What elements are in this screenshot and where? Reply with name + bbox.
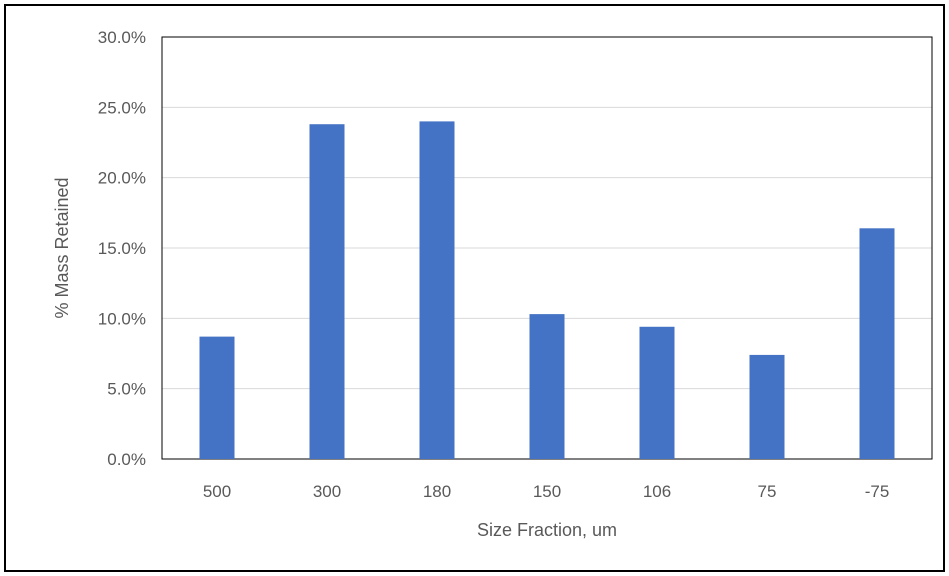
y-axis-ticks: 0.0% 5.0% 10.0% 15.0% 20.0% 25.0% 30.0%: [98, 28, 146, 469]
bar--75: [859, 228, 895, 459]
bar-300: [309, 124, 345, 460]
y-tick-label: 20.0%: [98, 169, 146, 188]
chart-frame: [4, 4, 945, 572]
x-axis-ticks: 500 300 180 150 106 75 -75: [203, 482, 889, 501]
x-tick-label: 180: [423, 482, 451, 501]
bars: [199, 121, 895, 460]
y-tick-label: 30.0%: [98, 28, 146, 47]
bar-75: [749, 354, 785, 459]
y-axis-title: % Mass Retained: [52, 177, 72, 318]
x-tick-label: 500: [203, 482, 231, 501]
y-tick-label: 0.0%: [107, 450, 146, 469]
bar-180: [419, 121, 455, 460]
x-tick-label: 300: [313, 482, 341, 501]
x-tick-label: 150: [533, 482, 561, 501]
y-tick-label: 15.0%: [98, 239, 146, 258]
bar-150: [529, 314, 565, 459]
x-tick-label: 75: [758, 482, 777, 501]
y-tick-label: 5.0%: [107, 380, 146, 399]
x-tick-label: -75: [865, 482, 890, 501]
bar-106: [639, 326, 675, 459]
x-tick-label: 106: [643, 482, 671, 501]
x-axis-title: Size Fraction, um: [477, 520, 617, 540]
bar-500: [199, 336, 235, 459]
y-tick-label: 25.0%: [98, 98, 146, 117]
y-tick-label: 10.0%: [98, 309, 146, 328]
